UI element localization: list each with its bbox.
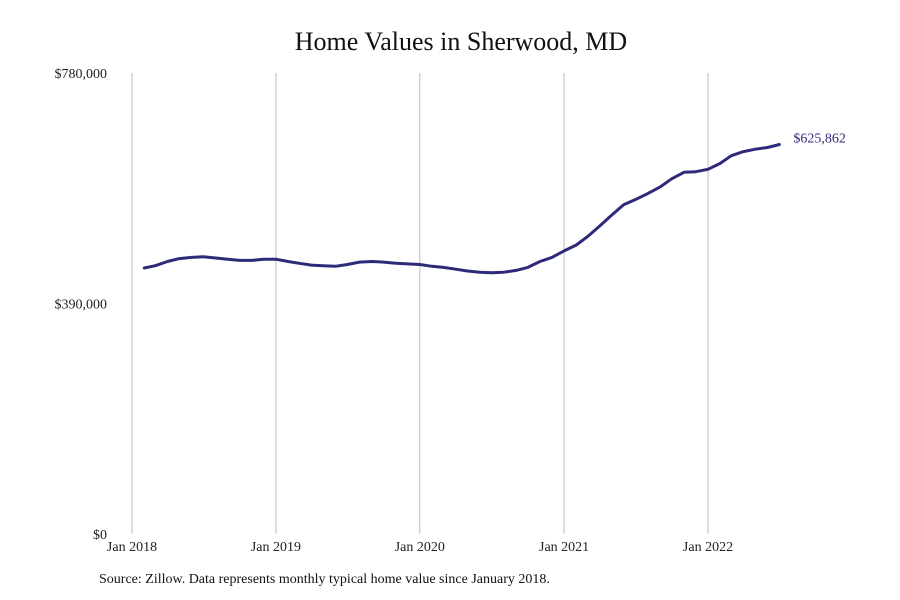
series-layer: $625,862 — [142, 132, 846, 275]
chart-title: Home Values in Sherwood, MD — [294, 27, 628, 56]
x-tick-label-0: Jan 2018 — [107, 540, 157, 555]
y-tick-label-1: $390,000 — [55, 298, 108, 313]
source-note: Source: Zillow. Data represents monthly … — [99, 572, 550, 587]
grid-layer — [131, 73, 709, 534]
axis-layer: Jan 2018 Jan 2019 Jan 2020 Jan 2021 Jan 2022… — [55, 67, 734, 555]
y-tick-label-2: $780,000 — [55, 67, 108, 82]
x-tick-label-1: Jan 2019 — [251, 540, 301, 555]
x-tick-label-3: Jan 2021 — [539, 540, 589, 555]
series-line-0 — [142, 143, 781, 275]
x-tick-label-2: Jan 2020 — [395, 540, 445, 555]
series-end-label-0: $625,862 — [793, 132, 846, 147]
y-tick-label-0: $0 — [93, 528, 107, 543]
x-tick-label-4: Jan 2022 — [683, 540, 733, 555]
